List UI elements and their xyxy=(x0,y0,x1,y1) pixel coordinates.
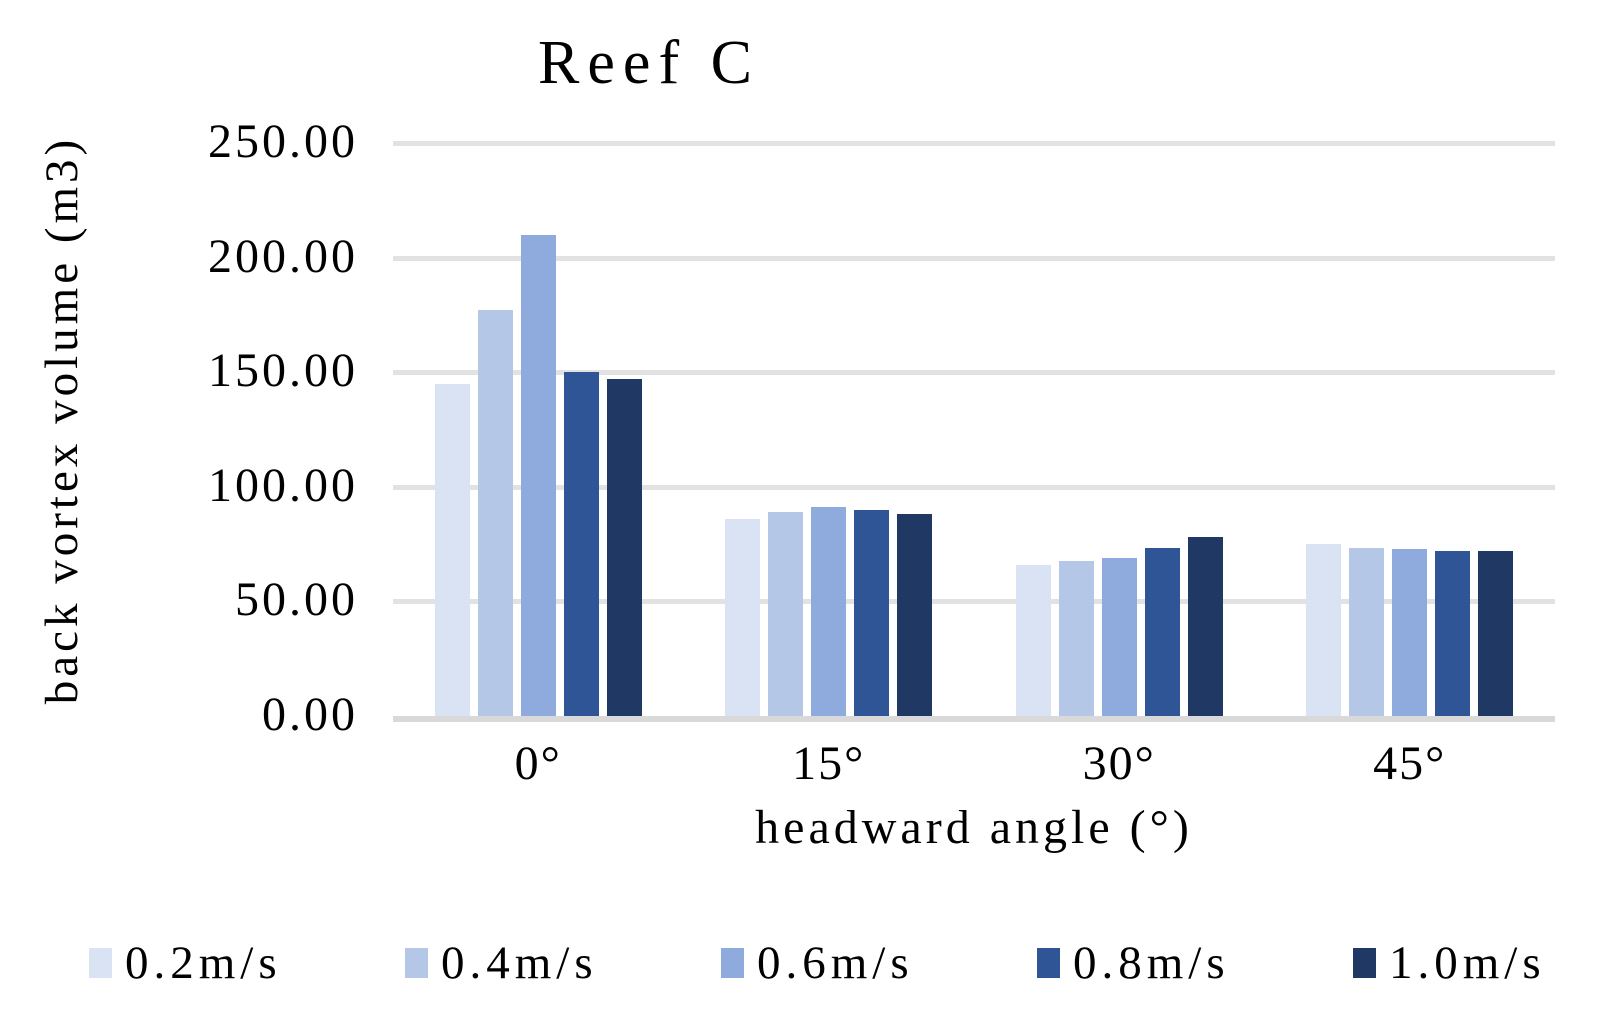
legend-item-0.8m/s: 0.8m/s xyxy=(1037,933,1230,993)
bar-0.6m/s-15° xyxy=(811,507,847,716)
x-tick-label-0°: 0° xyxy=(514,737,562,790)
legend-item-0.2m/s: 0.2m/s xyxy=(89,933,282,993)
bar-0.4m/s-30° xyxy=(1058,561,1094,716)
x-axis-title: headward angle (°) xyxy=(755,801,1193,854)
bar-0.4m/s-45° xyxy=(1349,547,1385,716)
bar-0.4m/s-0° xyxy=(477,310,513,716)
legend-label: 0.8m/s xyxy=(1073,937,1230,989)
gridline xyxy=(393,599,1555,605)
x-tick-label-15°: 15° xyxy=(792,737,866,790)
bar-1.0m/s-15° xyxy=(897,514,933,716)
bar-0.8m/s-0° xyxy=(563,372,599,716)
x-axis-line xyxy=(393,716,1555,722)
legend-swatch-0.6m/s xyxy=(721,948,744,978)
bar-group-0° xyxy=(393,143,684,716)
bar-0.2m/s-15° xyxy=(725,518,761,716)
bar-0.2m/s-0° xyxy=(434,383,470,716)
gridline xyxy=(393,370,1555,376)
bar-0.6m/s-0° xyxy=(520,234,556,716)
x-tick-label-30°: 30° xyxy=(1082,737,1156,790)
y-tick-label: 250.00 xyxy=(208,115,358,168)
y-tick-label: 100.00 xyxy=(208,458,358,512)
bar-0.8m/s-45° xyxy=(1435,550,1471,716)
y-tick-label: 0.00 xyxy=(262,688,358,741)
bar-0.6m/s-45° xyxy=(1392,548,1428,716)
bar-group-15° xyxy=(684,143,975,716)
legend-label: 0.4m/s xyxy=(441,937,598,989)
legend-label: 0.6m/s xyxy=(757,937,914,989)
gridline xyxy=(393,484,1555,490)
legend-swatch-1.0m/s xyxy=(1353,948,1376,978)
gridline xyxy=(393,141,1555,146)
gridline xyxy=(393,255,1555,261)
legend-swatch-0.8m/s xyxy=(1037,948,1060,978)
bar-0.2m/s-30° xyxy=(1015,564,1051,716)
y-tick-label: 50.00 xyxy=(235,573,358,627)
legend-swatch-0.4m/s xyxy=(405,948,428,978)
bar-0.6m/s-30° xyxy=(1101,557,1137,716)
chart-title: Reef C xyxy=(0,28,1618,99)
bar-1.0m/s-45° xyxy=(1478,550,1514,716)
bar-1.0m/s-0° xyxy=(606,379,642,716)
bar-group-45° xyxy=(1265,143,1556,716)
y-tick-label: 200.00 xyxy=(208,229,358,283)
chart-title-text: Reef C xyxy=(538,29,760,97)
legend-item-1.0m/s: 1.0m/s xyxy=(1353,933,1546,993)
legend-label: 0.2m/s xyxy=(125,937,282,989)
legend: 0.2m/s 0.4m/s 0.6m/s 0.8m/s 1.0m/s xyxy=(0,933,1618,993)
legend-swatch-0.2m/s xyxy=(89,948,112,978)
bar-0.4m/s-15° xyxy=(768,512,804,716)
bar-0.2m/s-45° xyxy=(1306,544,1342,716)
plot-area xyxy=(393,141,1556,722)
bar-0.8m/s-15° xyxy=(854,509,890,716)
bar-1.0m/s-30° xyxy=(1187,537,1223,716)
legend-label: 1.0m/s xyxy=(1389,937,1546,989)
legend-item-0.6m/s: 0.6m/s xyxy=(721,933,914,993)
x-tick-label-45°: 45° xyxy=(1373,737,1447,790)
bar-0.8m/s-30° xyxy=(1144,547,1180,716)
bar-group-30° xyxy=(974,143,1265,716)
legend-item-0.4m/s: 0.4m/s xyxy=(405,933,598,993)
y-tick-label: 150.00 xyxy=(208,344,358,398)
